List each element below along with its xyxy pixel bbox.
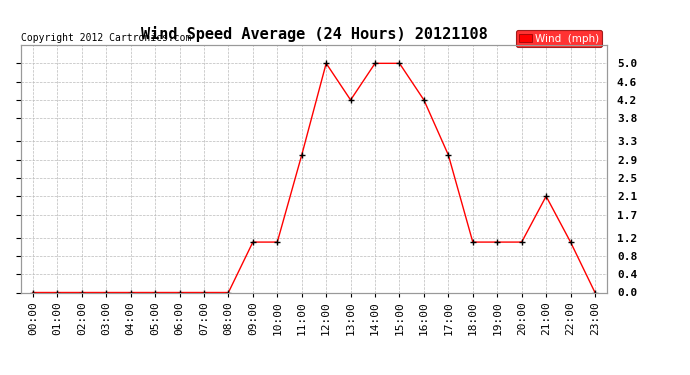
- Text: Copyright 2012 Cartronics.com: Copyright 2012 Cartronics.com: [21, 33, 191, 42]
- Title: Wind Speed Average (24 Hours) 20121108: Wind Speed Average (24 Hours) 20121108: [141, 27, 487, 42]
- Legend: Wind  (mph): Wind (mph): [516, 30, 602, 46]
